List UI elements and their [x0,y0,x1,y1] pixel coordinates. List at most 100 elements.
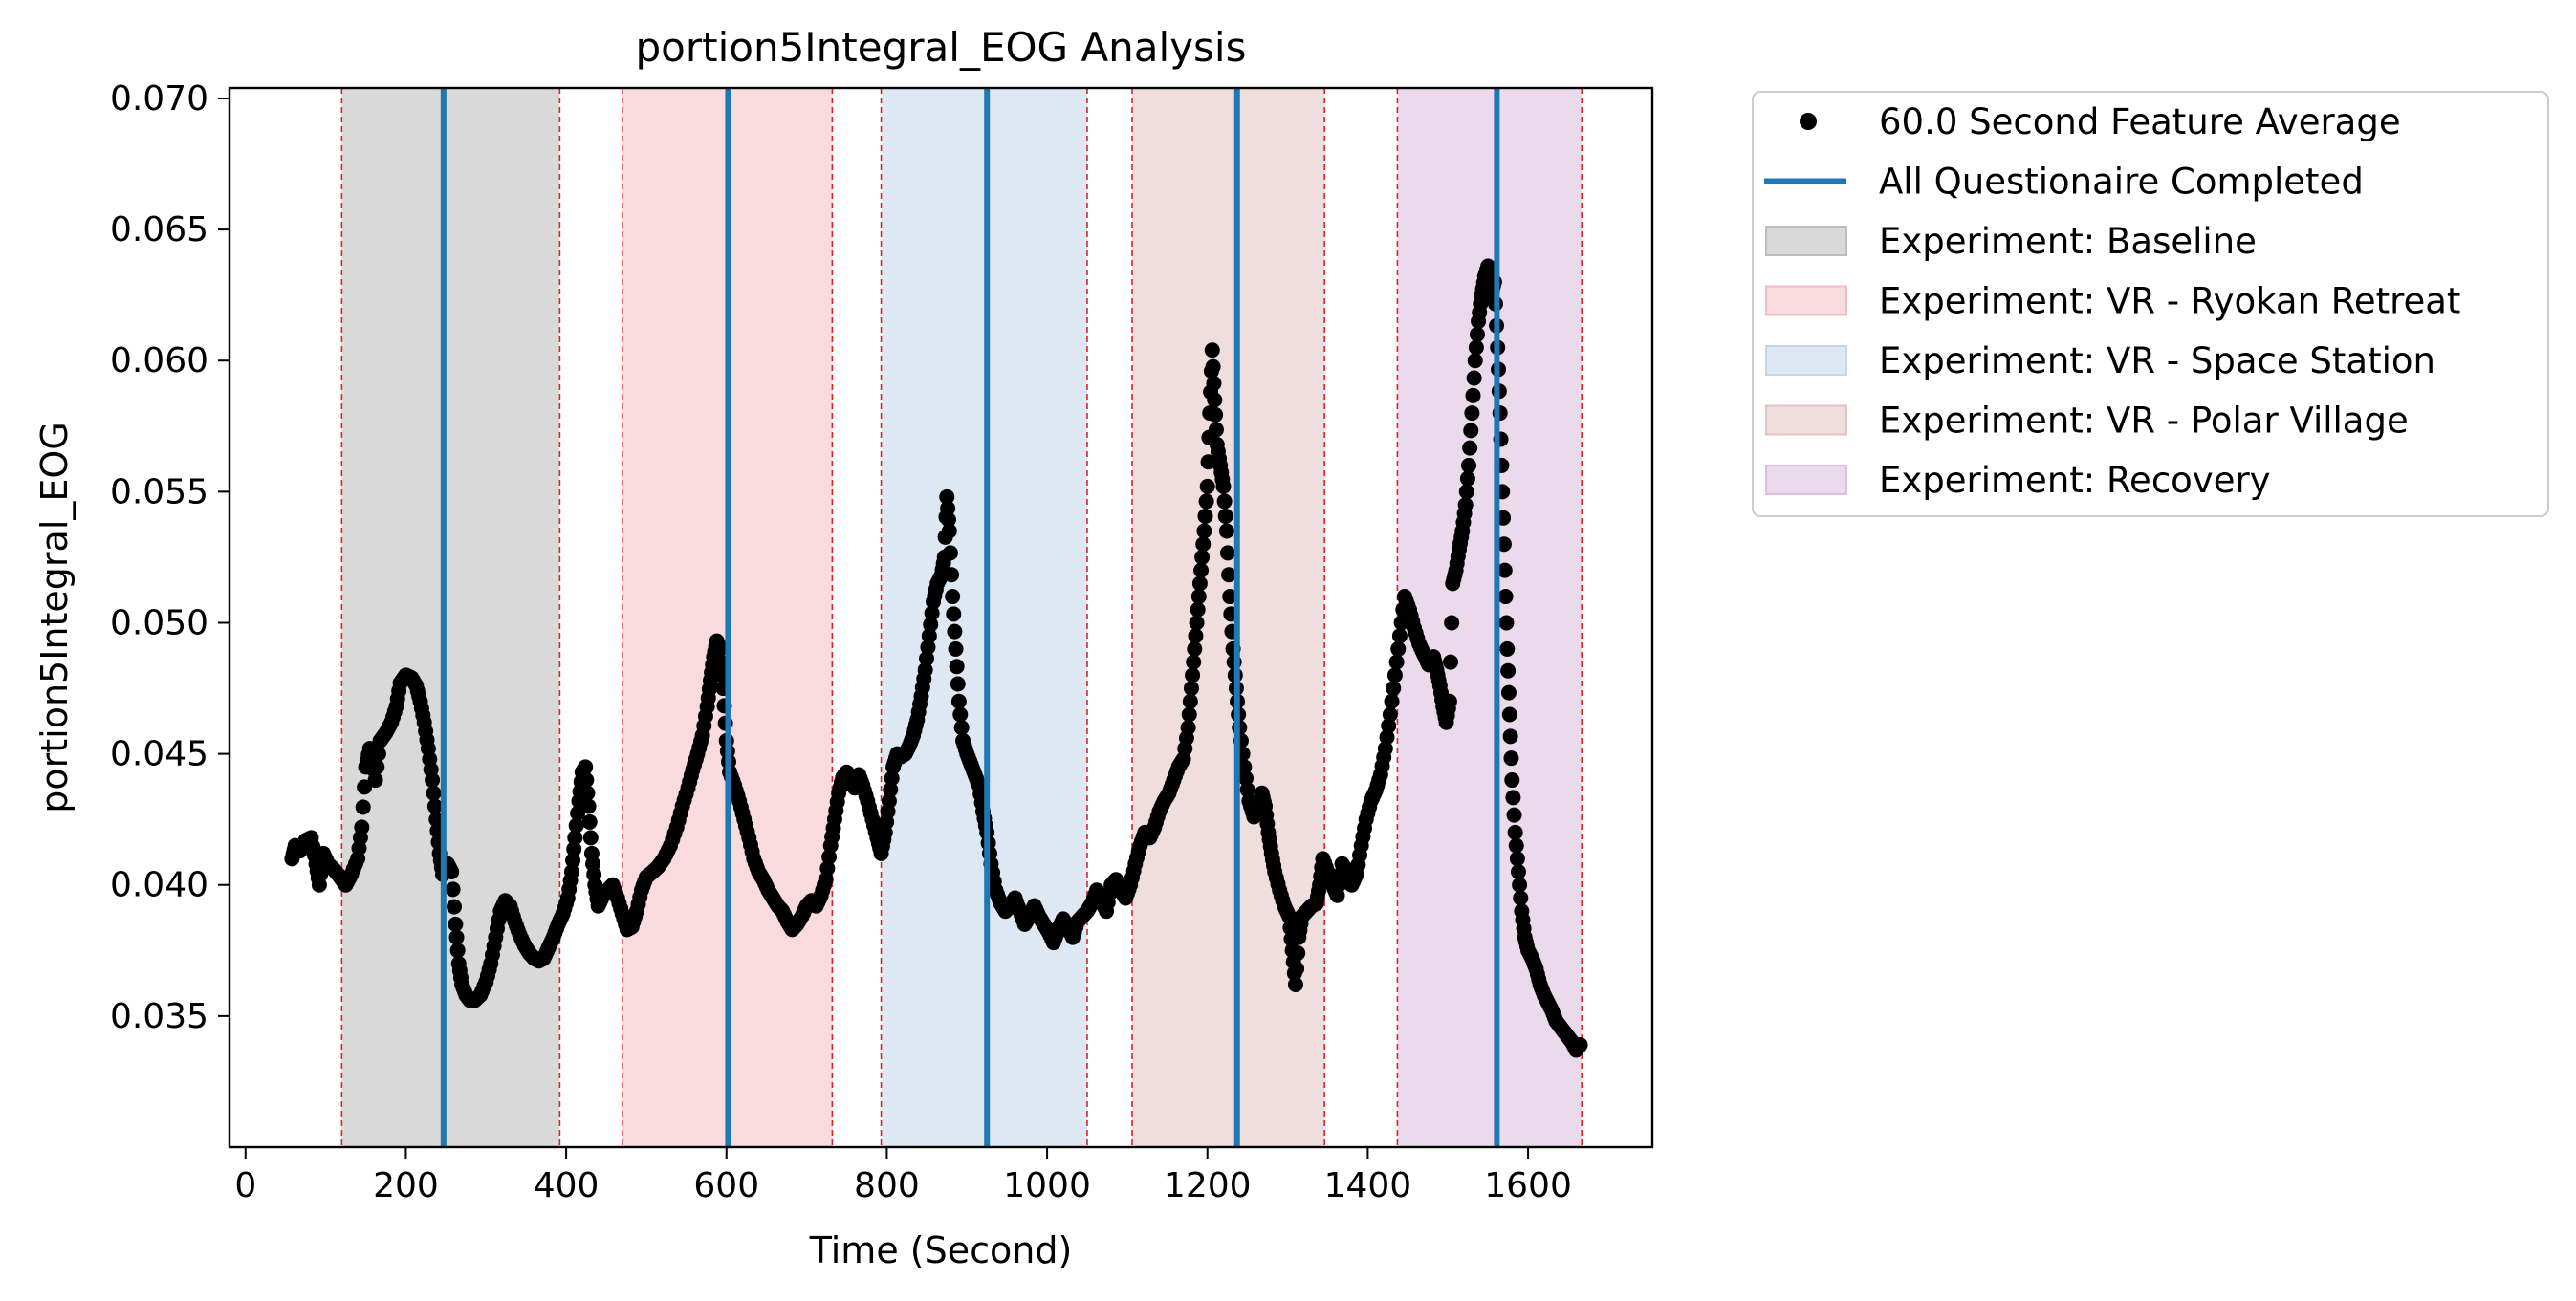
data-point-208 [1204,342,1220,358]
data-point-213-1 [1219,545,1235,561]
data-point-289-1 [1512,877,1528,893]
data-point-274-1 [1468,339,1484,356]
legend-swatch [1765,404,1847,436]
data-point-271 [1457,497,1474,513]
data-point-141-1 [919,650,935,666]
x-tick-label: 1200 [1164,1166,1252,1205]
legend-item-label: 60.0 Second Feature Average [1879,101,2401,142]
data-point-201-1 [1185,667,1201,683]
data-point-142 [921,628,937,644]
data-point-287 [1504,772,1520,789]
data-point-150 [948,640,964,657]
data-point-288 [1507,824,1523,840]
x-tick-label: 400 [534,1166,600,1205]
data-point-117-1 [819,860,836,877]
phase-span-5 [1397,88,1583,1147]
data-point-148-1 [942,545,958,561]
data-point-65-2 [579,785,596,801]
data-point-305 [1572,1037,1588,1053]
data-point-36-2 [449,943,466,959]
data-point-149-1 [946,606,962,622]
data-point-218 [1236,759,1253,775]
data-point-66-1 [581,813,598,830]
data-point-204 [1193,562,1210,578]
data-point-200 [1180,720,1196,736]
data-point-252-2 [1386,681,1402,697]
questionnaire-lines [440,88,1500,1147]
data-point-65 [578,759,594,775]
data-point-274-2 [1469,326,1485,342]
legend-marker-icon [1800,113,1817,130]
data-point-205-2 [1198,493,1214,510]
data-point-35-1 [445,881,461,898]
data-point-205-1 [1197,508,1213,524]
x-tick-label: 1000 [1003,1166,1091,1205]
data-point-203-2 [1191,575,1208,592]
data-point-288-2 [1509,851,1525,867]
data-point-36 [448,916,464,932]
data-point-206 [1199,478,1215,494]
data-point-200-1 [1181,706,1197,723]
data-point-286-2 [1503,750,1519,767]
x-tick-label: 800 [854,1166,920,1205]
x-axis: 0 200 400 600 800 1000 1200 1400 1600 [234,1147,1572,1205]
data-point-151-2 [953,720,970,736]
data-point-62-2 [570,805,586,821]
data-point-285-2 [1500,684,1517,701]
y-tick-label: 0.055 [110,472,208,511]
data-point-251-1 [1379,729,1395,746]
data-point-147 [939,488,955,505]
phase-span-1 [341,88,560,1147]
x-tick-label: 200 [373,1166,439,1205]
data-point-209-1 [1208,406,1224,423]
data-point-209-2 [1208,422,1224,438]
data-point-202-2 [1189,615,1205,631]
y-tick-label: 0.040 [110,866,208,905]
data-point-151 [950,693,967,709]
legend-item-label: All Questionaire Completed [1879,162,2364,203]
data-point-284 [1496,562,1513,578]
x-tick-label: 600 [693,1166,759,1205]
data-point-285-1 [1500,662,1517,679]
data-point-212 [1215,478,1232,494]
data-point-212-1 [1216,493,1233,510]
data-point-142-2 [924,605,940,621]
legend-item-label: Experiment: Recovery [1879,460,2271,501]
data-point-271-1 [1458,484,1474,500]
data-point-142-1 [923,617,939,633]
data-point-62-1 [568,817,584,834]
y-tick-label: 0.050 [110,603,208,642]
data-point-141-2 [920,640,936,656]
data-point-287-1 [1505,790,1521,806]
data-point-231-1 [1289,961,1305,977]
data-point-132-1 [883,782,899,798]
data-point-30-2 [426,798,443,814]
data-point-15 [354,819,370,835]
data-point-287-2 [1506,807,1522,823]
data-point-18-2 [370,746,386,762]
data-point-289 [1511,864,1527,880]
data-point-202-1 [1188,628,1204,644]
data-point-117 [818,872,834,888]
y-tick-label: 0.035 [110,997,208,1036]
data-point-36-1 [448,929,465,945]
data-point-15-2 [357,779,373,795]
data-point-61-2 [566,841,582,857]
data-point-94 [712,640,729,657]
data-point-204-1 [1194,549,1211,565]
y-axis: 0.035 0.040 0.045 0.050 0.055 0.060 0.065 0.070 [110,79,229,1036]
legend-item-label: Experiment: VR - Polar Village [1879,401,2409,442]
data-point-31 [428,812,445,828]
y-tick-label: 0.065 [110,210,208,249]
data-point-231-2 [1290,945,1306,962]
data-point-202 [1187,640,1203,657]
data-point-62 [567,830,583,846]
data-point-253-1 [1388,654,1405,670]
data-point-218-1 [1237,770,1254,787]
data-point-252 [1382,706,1398,723]
data-point-205 [1196,523,1212,539]
data-point-66-2 [582,830,599,846]
data-point-209 [1207,392,1223,408]
data-point-65-1 [579,772,595,789]
